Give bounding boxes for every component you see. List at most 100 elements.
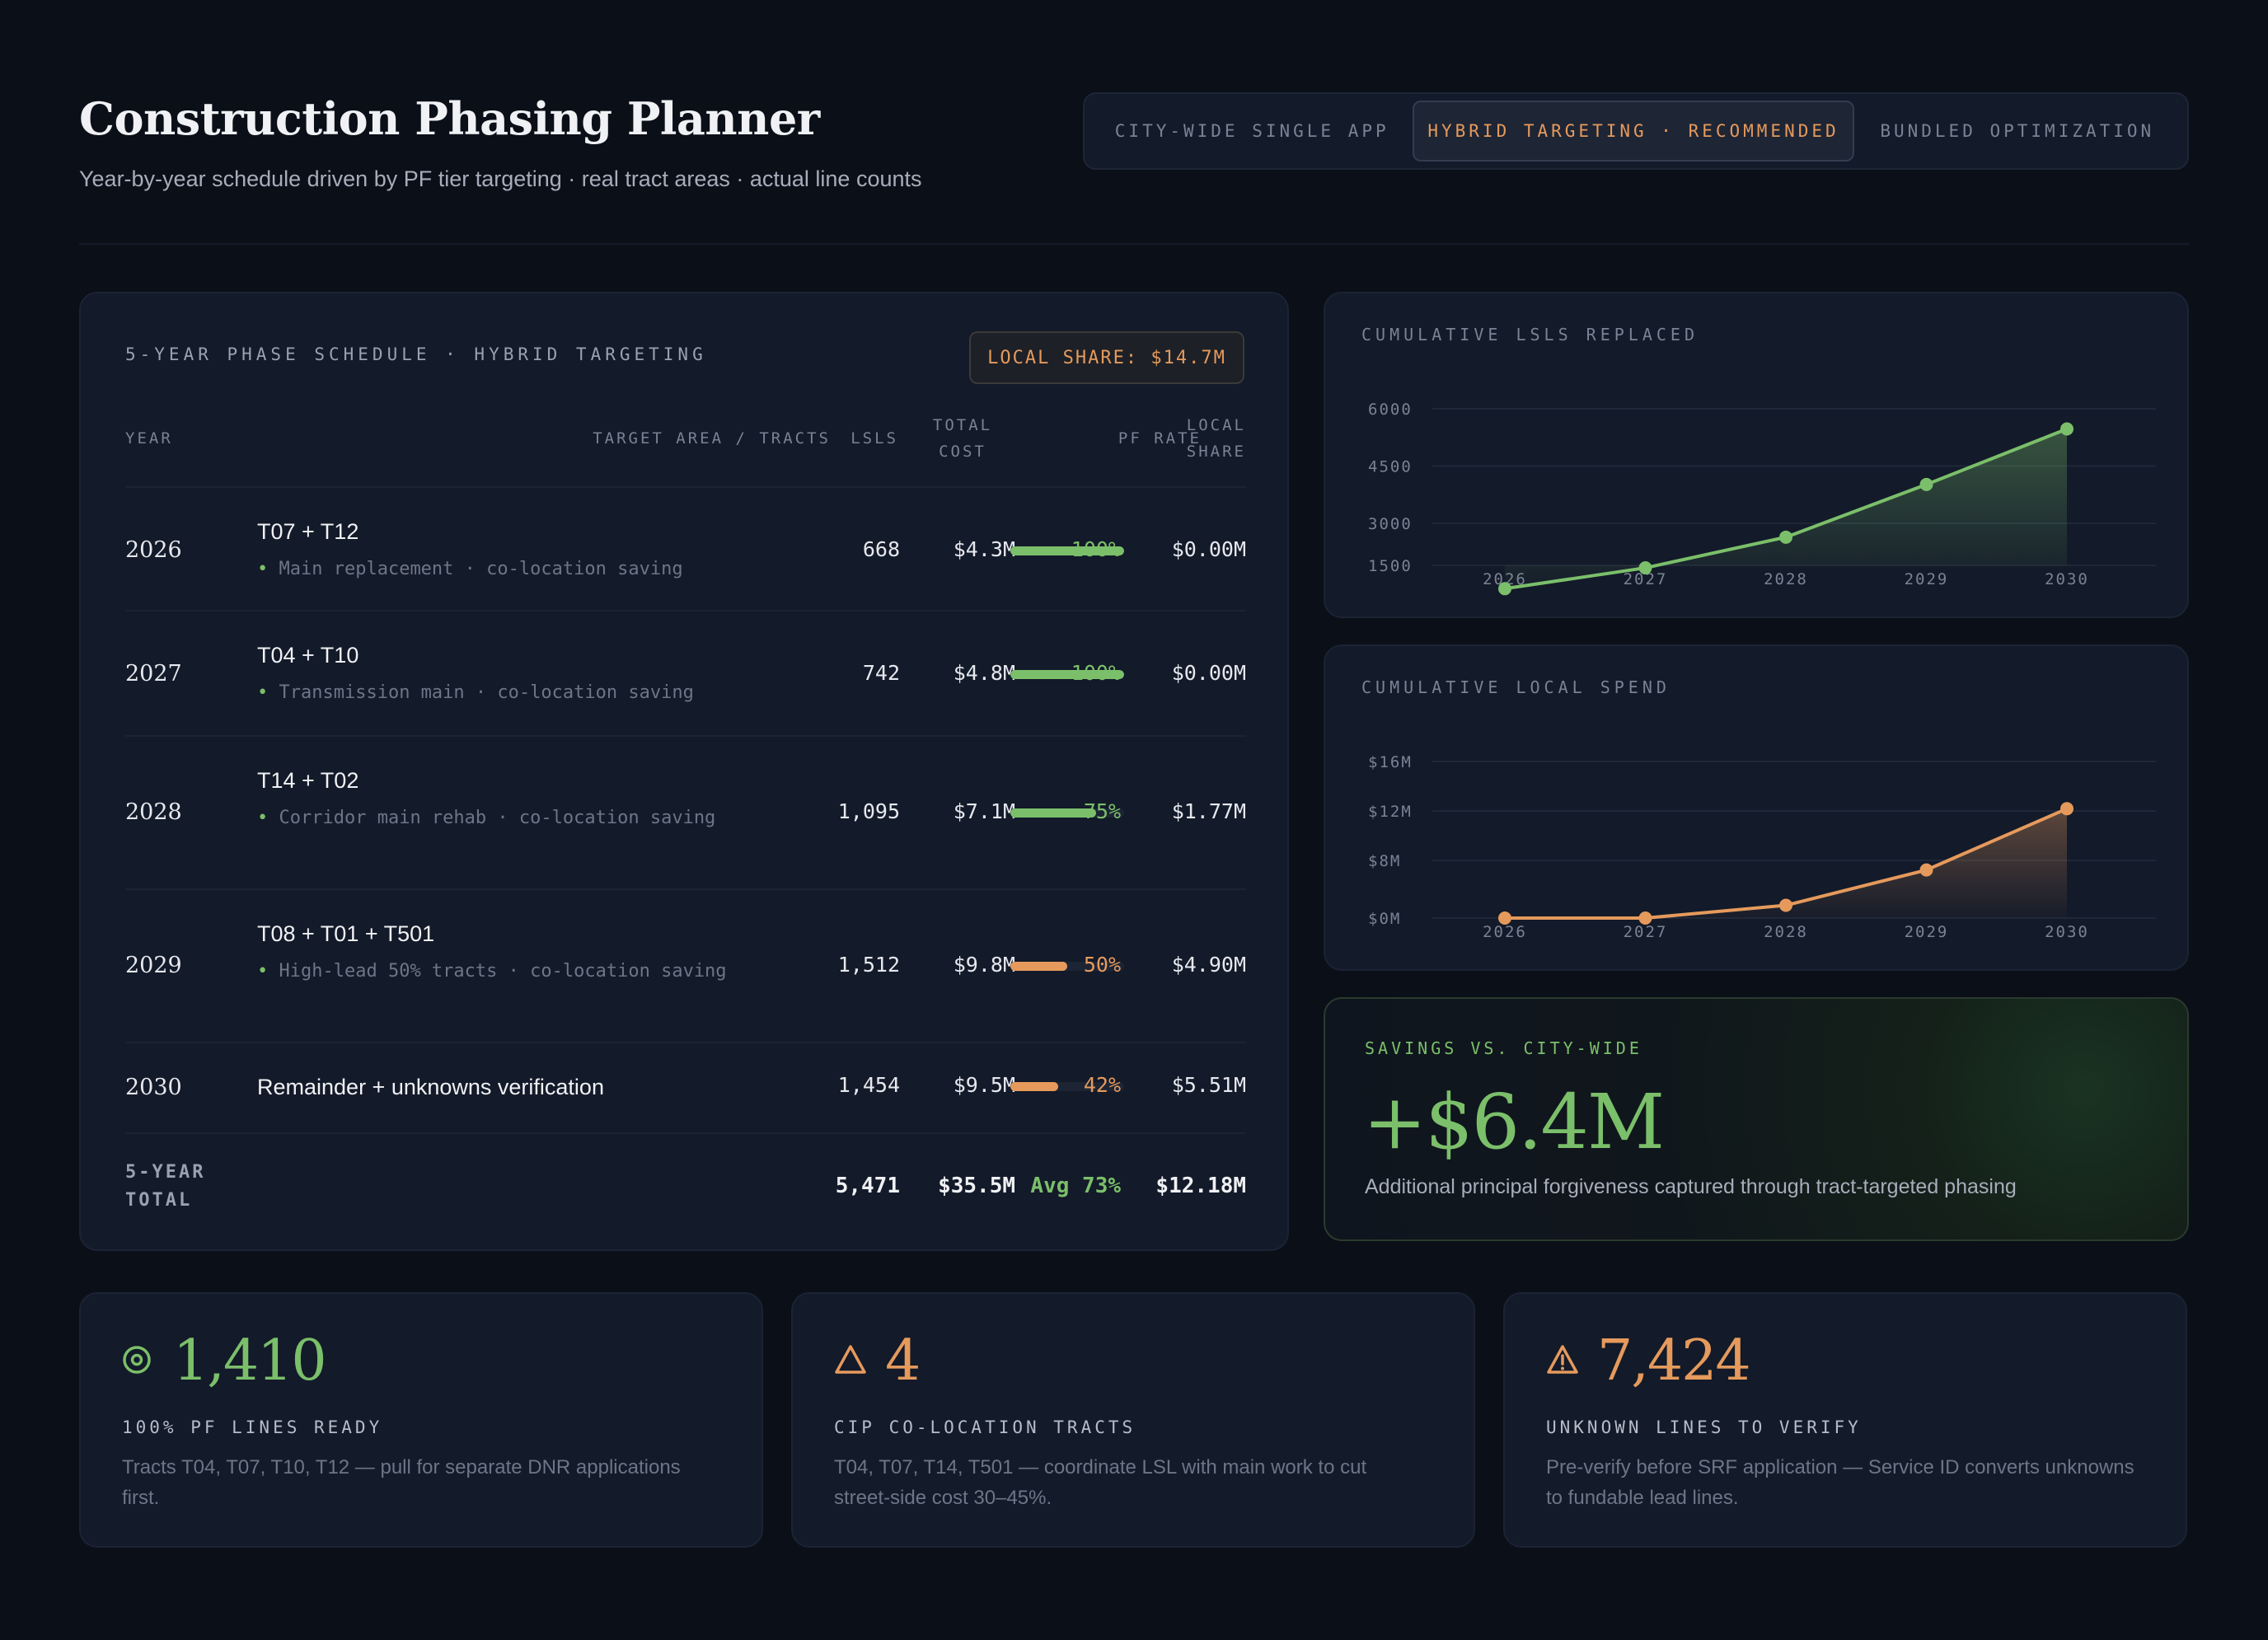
row-rate: 100% xyxy=(1071,537,1121,561)
row-note: • High-lead 50% tracts · co-location sav… xyxy=(257,961,727,982)
header-year: YEAR xyxy=(125,429,173,447)
chart-title: CUMULATIVE LOCAL SPEND xyxy=(1361,677,1671,697)
total-local-share: $12.18M xyxy=(1155,1174,1246,1198)
stat-description: T04, T07, T14, T501 — coordinate LSL wit… xyxy=(834,1456,1367,1509)
row-cost: $4.3M xyxy=(953,537,1015,561)
header-area: TARGET AREA / TRACTS xyxy=(593,429,831,447)
series-area xyxy=(1505,808,2067,918)
row-area: T08 + T01 + T501 xyxy=(257,921,435,946)
pf-rate-bar xyxy=(1010,1082,1124,1091)
pf-rate-bar xyxy=(1010,962,1124,971)
data-point xyxy=(1638,911,1652,925)
row-lsls: 668 xyxy=(862,537,900,561)
data-point xyxy=(1638,561,1652,575)
phase-schedule-card: 5-YEAR PHASE SCHEDULE · HYBRID TARGETING… xyxy=(79,292,1289,1251)
row-area: T04 + T10 xyxy=(257,643,359,668)
row-lsls: 1,095 xyxy=(837,799,900,823)
target-icon xyxy=(123,1346,151,1374)
y-tick-label: 3000 xyxy=(1368,515,1413,533)
pf-rate-bar-fill xyxy=(1010,1082,1058,1091)
stat-description: Tracts T04, T07, T10, T12 — pull for sep… xyxy=(122,1456,681,1509)
stat-description: Pre-verify before SRF application — Serv… xyxy=(1546,1456,2134,1509)
row-local-share: $0.00M xyxy=(1171,661,1246,685)
warning-icon xyxy=(1547,1345,1578,1374)
row-year: 2030 xyxy=(125,1075,182,1100)
cumulative-lsls-chart: CUMULATIVE LSLS REPLACED 6000 4500 3000 150… xyxy=(1324,292,2189,618)
pf-rate-bar-fill xyxy=(1010,546,1124,555)
row-note: • Main replacement · co-location saving xyxy=(257,559,683,579)
table-row[interactable]: 2030 Remainder + unknowns verification 1… xyxy=(125,1042,1246,1132)
row-local-share: $4.90M xyxy=(1171,953,1246,977)
tab-bundled-optimization[interactable]: BUNDLED OPTIMIZATION xyxy=(1880,121,2155,141)
table-row[interactable]: 2028 T14 + T02 • Corridor main rehab · c… xyxy=(125,735,1246,888)
tab-hybrid-targeting[interactable]: HYBRID TARGETING · RECOMMENDED xyxy=(1413,101,1854,162)
savings-description: Additional principal forgiveness capture… xyxy=(1365,1175,2017,1198)
stat-card-pf-ready: 1,410 100% PF LINES READY Tracts T04, T0… xyxy=(79,1292,763,1548)
stat-label: CIP CO-LOCATION TRACTS xyxy=(834,1417,1136,1437)
x-tick-label: 2027 xyxy=(1624,570,1668,588)
row-area: Remainder + unknowns verification xyxy=(257,1075,604,1099)
y-tick-label: $16M xyxy=(1368,753,1413,771)
row-cost: $9.8M xyxy=(953,953,1015,977)
x-tick-label: 2030 xyxy=(2045,923,2089,941)
table-row[interactable]: 2026 T07 + T12 • Main replacement · co-l… xyxy=(125,486,1246,610)
data-point xyxy=(1498,911,1511,925)
row-rate: 75% xyxy=(1083,799,1121,823)
x-tick-label: 2027 xyxy=(1624,923,1668,941)
row-note-text: Transmission main · co-location saving xyxy=(279,682,694,703)
table-row[interactable]: 2027 T04 + T10 • Transmission main · co-… xyxy=(125,610,1246,735)
page-title: Construction Phasing Planner xyxy=(79,92,820,145)
scenario-switcher: CITY-WIDE SINGLE APP HYBRID TARGETING · … xyxy=(1083,92,2189,170)
row-local-share: $5.51M xyxy=(1171,1073,1246,1097)
row-rate: 50% xyxy=(1083,953,1121,977)
header-share-line1: LOCAL xyxy=(1186,416,1246,434)
x-tick-label: 2030 xyxy=(2045,570,2089,588)
triangle-icon xyxy=(835,1345,866,1374)
row-note: • Transmission main · co-location saving xyxy=(257,682,694,703)
savings-label: SAVINGS VS. CITY-WIDE xyxy=(1365,1038,1642,1058)
data-point xyxy=(1919,863,1933,877)
pf-rate-bar xyxy=(1010,670,1124,679)
x-tick-label: 2028 xyxy=(1764,923,1808,941)
row-note-text: Corridor main rehab · co-location saving xyxy=(279,808,716,828)
header-rate: PF RATE xyxy=(1118,429,1202,447)
row-area: T07 + T12 xyxy=(257,519,359,544)
total-rate: Avg 73% xyxy=(1030,1174,1121,1198)
pf-rate-bar xyxy=(1010,808,1124,818)
savings-value: +$6.4M xyxy=(1363,1078,1665,1166)
x-tick-label: 2029 xyxy=(1905,923,1949,941)
tab-city-wide[interactable]: CITY-WIDE SINGLE APP xyxy=(1114,121,1389,141)
total-cost: $35.5M xyxy=(938,1174,1015,1198)
pf-rate-bar-fill xyxy=(1010,962,1067,971)
x-tick-label: 2029 xyxy=(1905,570,1949,588)
stat-card-co-location: 4 CIP CO-LOCATION TRACTS T04, T07, T14, … xyxy=(791,1292,1475,1548)
y-tick-label: $8M xyxy=(1368,852,1401,870)
row-year: 2029 xyxy=(125,953,182,978)
stat-card-unknown-lines: 7,424 UNKNOWN LINES TO VERIFY Pre-verify… xyxy=(1503,1292,2187,1548)
header-lsls: LSLS xyxy=(850,429,898,447)
stat-label: 100% PF LINES READY xyxy=(122,1417,383,1437)
chart-title: CUMULATIVE LSLS REPLACED xyxy=(1361,325,1699,344)
y-tick-label: 6000 xyxy=(1368,401,1413,419)
stat-label: UNKNOWN LINES TO VERIFY xyxy=(1546,1417,1862,1437)
row-note: • Corridor main rehab · co-location savi… xyxy=(257,808,716,828)
y-tick-label: 1500 xyxy=(1368,557,1413,575)
data-point xyxy=(2060,802,2074,816)
row-year: 2028 xyxy=(125,799,182,825)
page-header: Construction Phasing Planner Year-by-yea… xyxy=(79,92,2189,245)
row-note-text: High-lead 50% tracts · co-location savin… xyxy=(279,961,727,982)
header-share: LOCAL SHARE xyxy=(1136,412,1246,465)
row-area: T14 + T02 xyxy=(257,768,359,793)
row-lsls: 1,512 xyxy=(837,953,900,977)
table-row[interactable]: 2029 T08 + T01 + T501 • High-lead 50% tr… xyxy=(125,888,1246,1042)
y-tick-label: $0M xyxy=(1368,910,1401,928)
total-lsls: 5,471 xyxy=(835,1174,900,1198)
stat-value: 4 xyxy=(885,1328,921,1394)
x-tick-label: 2028 xyxy=(1764,570,1808,588)
savings-card: SAVINGS VS. CITY-WIDE +$6.4M Additional … xyxy=(1324,997,2189,1241)
row-cost: $7.1M xyxy=(953,799,1015,823)
row-note-text: Main replacement · co-location saving xyxy=(279,559,683,579)
cumulative-local-spend-chart: CUMULATIVE LOCAL SPEND $16M $12M $8M $0M 202… xyxy=(1324,644,2189,971)
pf-rate-bar xyxy=(1010,546,1124,555)
series-area xyxy=(1505,429,2067,589)
